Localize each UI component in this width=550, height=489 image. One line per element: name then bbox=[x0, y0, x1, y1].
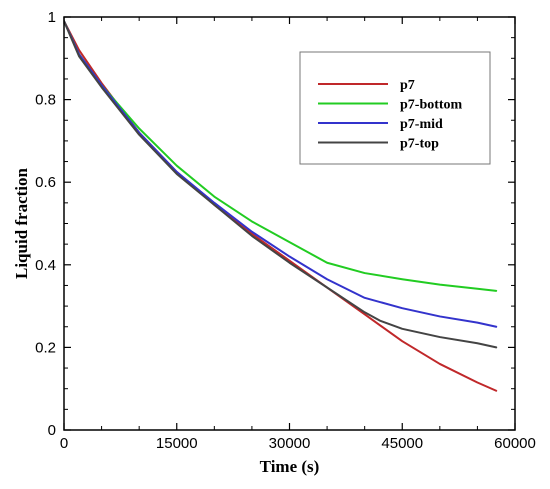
legend: p7 p7-bottom p7-mid p7-top bbox=[299, 51, 491, 165]
y-axis-title: Liquid fraction bbox=[12, 167, 31, 279]
y-tick-label: 0 bbox=[48, 422, 56, 439]
y-tick-label: 0.4 bbox=[35, 257, 56, 274]
y-tick-label: 0.6 bbox=[35, 174, 56, 191]
legend-label-p7-mid: p7-mid bbox=[400, 117, 443, 132]
legend-label-p7-bottom: p7-bottom bbox=[400, 98, 463, 113]
x-axis-title: Time (s) bbox=[260, 457, 320, 476]
x-tick-label: 15000 bbox=[156, 435, 198, 452]
series-line-p7-mid bbox=[64, 20, 498, 328]
legend-label-p7-top: p7-top bbox=[400, 137, 439, 152]
y-tick-label: 0.2 bbox=[35, 339, 56, 356]
series-line-p7-top bbox=[64, 20, 498, 349]
legend-label-p7: p7 bbox=[400, 78, 415, 93]
ticks-layer: 0 15000 30000 45000 60000 0 0.2 0.4 0.6 0.8 1 bbox=[35, 9, 536, 452]
y-tick-label: 0.8 bbox=[35, 92, 56, 109]
x-tick-label: 0 bbox=[60, 435, 68, 452]
x-tick-label: 60000 bbox=[494, 435, 536, 452]
x-tick-label: 30000 bbox=[269, 435, 311, 452]
x-tick-label: 45000 bbox=[381, 435, 423, 452]
series-layer bbox=[64, 20, 498, 392]
y-tick-label: 1 bbox=[48, 9, 56, 26]
legend-box bbox=[299, 51, 491, 165]
